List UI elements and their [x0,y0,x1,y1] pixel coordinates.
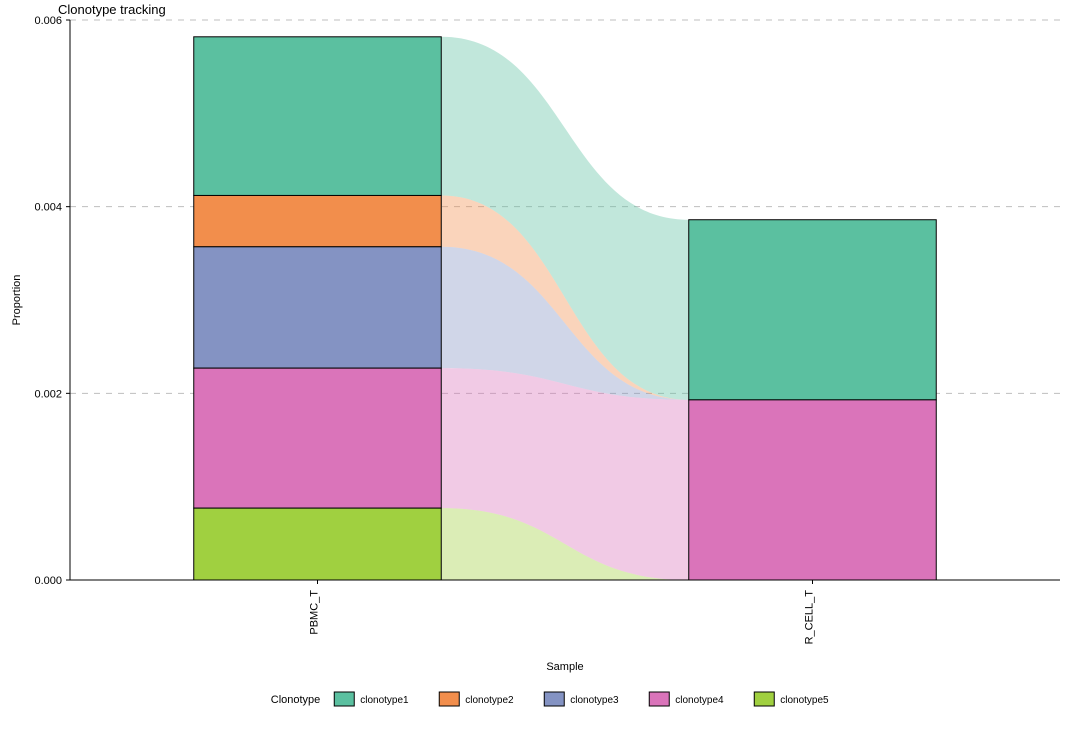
x-axis-label: Sample [546,661,583,673]
bar-PBMC_T-clonotype1 [194,37,442,196]
legend-swatch-clonotype1 [334,692,354,706]
y-tick-label: 0.004 [34,202,62,214]
x-tick-label: PBMC_T [309,590,321,635]
legend-label: clonotype2 [465,695,514,706]
legend-swatch-clonotype5 [754,692,774,706]
legend-label: clonotype5 [780,695,829,706]
clonotype-tracking-chart: 0.0000.0020.0040.006PBMC_TR_CELL_TSample… [0,0,1080,756]
y-axis-label: Proportion [11,275,23,326]
chart-title: Clonotype tracking [58,2,166,17]
bar-PBMC_T-clonotype2 [194,195,442,246]
legend-title: Clonotype [271,694,321,706]
legend-swatch-clonotype2 [439,692,459,706]
legend-label: clonotype3 [570,695,619,706]
bar-R_CELL_T-clonotype1 [689,220,937,400]
legend-label: clonotype4 [675,695,724,706]
x-tick-label: R_CELL_T [804,590,816,645]
legend-swatch-clonotype4 [649,692,669,706]
legend-swatch-clonotype3 [544,692,564,706]
legend-label: clonotype1 [360,695,409,706]
bar-R_CELL_T-clonotype4 [689,400,937,580]
bar-PBMC_T-clonotype4 [194,368,442,508]
bar-PBMC_T-clonotype5 [194,508,442,580]
y-tick-label: 0.000 [34,575,62,587]
y-tick-label: 0.002 [34,388,62,400]
bar-PBMC_T-clonotype3 [194,247,442,368]
